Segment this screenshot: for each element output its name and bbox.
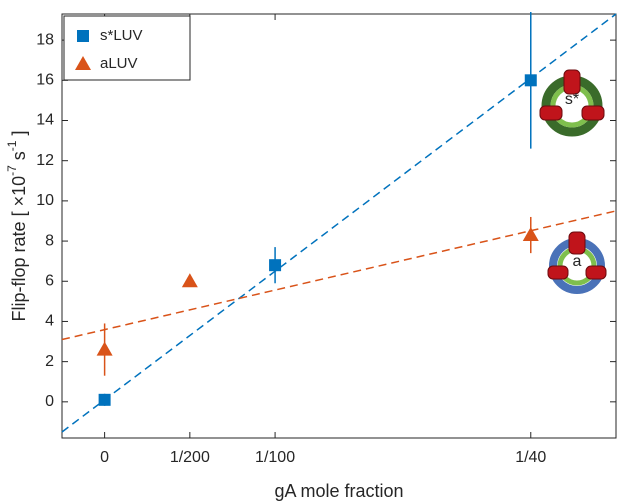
fit-line xyxy=(61,210,617,341)
x-tick-label: 1/200 xyxy=(170,449,210,466)
point xyxy=(524,74,537,87)
legend-marker xyxy=(75,56,91,70)
point xyxy=(98,393,111,406)
plot-frame xyxy=(61,13,617,439)
point xyxy=(181,273,198,288)
y-label-close: ] xyxy=(9,131,29,141)
y-tick-label: 12 xyxy=(36,152,54,169)
y-tick-label: 2 xyxy=(45,353,54,370)
icon-label: a xyxy=(573,253,582,270)
y-label-exp: -1 xyxy=(5,140,19,151)
y-tick-label: 14 xyxy=(36,112,54,129)
icon-label: s* xyxy=(565,91,579,108)
y-label-exp: -7 xyxy=(5,165,19,176)
channel xyxy=(568,231,586,255)
fit-line xyxy=(61,13,617,433)
legend-marker xyxy=(77,30,89,42)
x-tick-label: 1/40 xyxy=(515,449,546,466)
point xyxy=(269,259,282,272)
channel xyxy=(585,265,607,280)
y-tick-label: 0 xyxy=(45,393,54,410)
legend: s*LUV aLUV xyxy=(63,15,191,81)
x-axis-label: gA mole fraction xyxy=(274,481,403,501)
x-tick-label: 1/100 xyxy=(255,449,295,466)
y-tick-label: 10 xyxy=(36,192,54,209)
legend-label: s*LUV xyxy=(100,27,143,44)
y-tick-label: 6 xyxy=(45,272,54,289)
legend-label: aLUV xyxy=(100,55,138,72)
point xyxy=(96,341,113,356)
y-tick-label: 8 xyxy=(45,232,54,249)
y-tick-label: 18 xyxy=(36,31,54,48)
icon-s: s* xyxy=(539,69,605,137)
channel xyxy=(581,105,605,121)
y-tick-label: 4 xyxy=(45,313,54,330)
y-label-text: Flip-flop rate [ ×10 xyxy=(9,176,29,322)
y-tick-label: 16 xyxy=(36,72,54,89)
channel xyxy=(539,105,563,121)
x-tick-label: 0 xyxy=(100,449,109,466)
y-axis-label: Flip-flop rate [ ×10-7 s-1 ] xyxy=(5,131,29,322)
point xyxy=(522,227,539,242)
y-label-unit: s xyxy=(9,151,29,165)
icon-a: a xyxy=(547,231,607,294)
channel xyxy=(547,265,569,280)
channel xyxy=(563,69,581,95)
